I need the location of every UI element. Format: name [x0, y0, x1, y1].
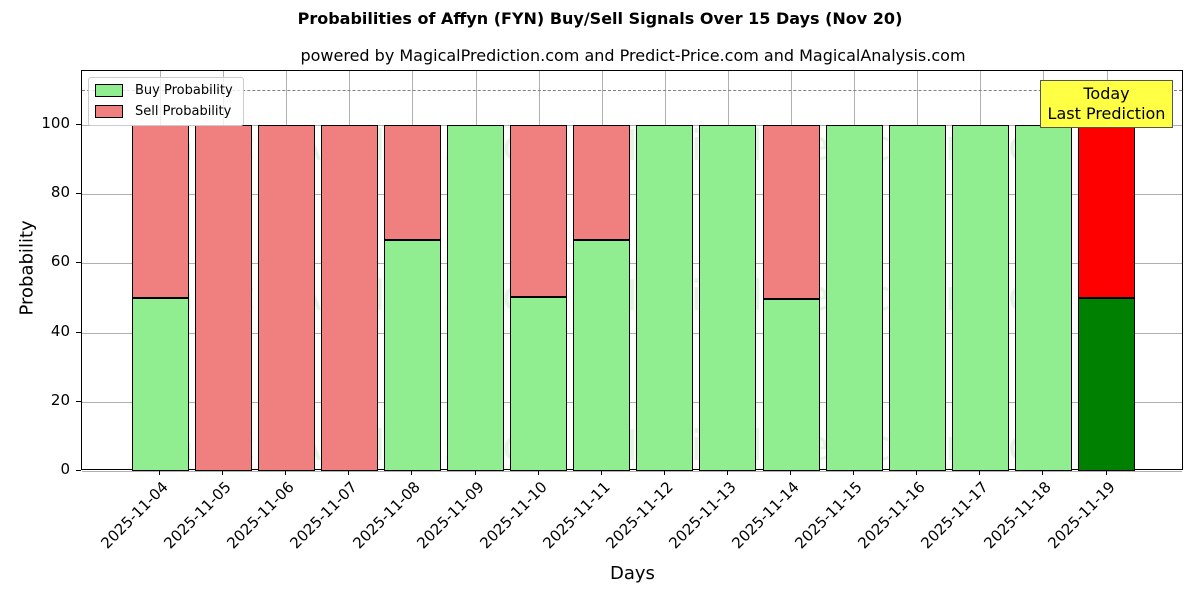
legend-label-sell: Sell Probability	[135, 104, 232, 119]
x-tick-mark	[663, 470, 665, 475]
y-tick-mark	[76, 400, 81, 402]
x-tick-mark	[726, 470, 728, 475]
legend-item-sell: Sell Probability	[95, 104, 231, 119]
bar-buy	[1014, 125, 1072, 471]
chart-subtitle: powered by MagicalPrediction.com and Pre…	[300, 46, 966, 65]
bar-buy	[636, 125, 694, 471]
y-tick-mark	[76, 262, 81, 264]
bar-buy	[888, 125, 946, 471]
x-tick-mark	[916, 470, 918, 475]
x-tick-mark	[979, 470, 981, 475]
y-tick-label: 60	[50, 252, 70, 271]
x-tick-mark	[411, 470, 413, 475]
x-tick-mark	[159, 470, 160, 475]
bar-sell	[257, 125, 315, 471]
bar-sell	[194, 125, 252, 471]
bar-sell	[573, 125, 631, 241]
grid-line-horizontal	[82, 263, 1182, 265]
bar-buy	[762, 299, 820, 471]
x-tick-mark	[348, 470, 350, 475]
chart-title: Probabilities of Affyn (FYN) Buy/Sell Si…	[297, 9, 903, 28]
bar-buy	[131, 298, 189, 471]
grid-line-horizontal	[82, 401, 1182, 403]
y-tick-mark	[76, 331, 81, 333]
x-axis-title: Days	[610, 563, 655, 584]
bar-sell	[383, 125, 441, 241]
x-tick-mark	[790, 470, 791, 475]
y-tick-label: 40	[50, 321, 70, 340]
bar-sell	[762, 125, 820, 300]
x-tick-mark	[1105, 470, 1107, 475]
bar-buy	[510, 296, 568, 471]
annotation-line-2: Last Prediction	[1047, 104, 1166, 123]
y-tick-mark	[76, 124, 81, 125]
y-tick-label: 0	[60, 460, 70, 478]
bar-buy	[951, 125, 1009, 471]
today-annotation: Today Last Prediction	[1040, 80, 1173, 128]
x-tick-mark	[600, 470, 602, 475]
x-tick-mark	[537, 470, 539, 475]
x-tick-mark	[474, 470, 476, 475]
y-axis-title: Probability	[16, 220, 38, 316]
bar-sell	[131, 125, 189, 298]
x-tick-mark	[285, 470, 287, 475]
buy-swatch-icon	[95, 84, 123, 97]
bar-buy	[573, 240, 631, 471]
plot-area: MagicalAnalysis.comMagicalPrediction.com…	[81, 70, 1183, 472]
legend: Buy Probability Sell Probability	[88, 77, 244, 126]
bar-buy	[699, 125, 757, 471]
bar-buy	[1078, 298, 1135, 471]
y-tick-label: 100	[41, 114, 70, 132]
x-tick-mark	[1042, 470, 1044, 475]
sell-swatch-icon	[95, 105, 123, 118]
legend-label-buy: Buy Probability	[135, 83, 233, 98]
y-tick-mark	[76, 470, 81, 471]
legend-item-buy: Buy Probability	[95, 83, 233, 98]
grid-line-horizontal	[82, 471, 1182, 472]
reference-line	[82, 90, 1182, 92]
y-tick-label: 80	[50, 183, 70, 202]
x-tick-mark	[853, 470, 855, 475]
bar-buy	[825, 125, 883, 471]
grid-line-horizontal	[82, 194, 1182, 196]
y-tick-label: 20	[50, 390, 70, 409]
bar-sell	[320, 125, 378, 471]
y-tick-mark	[76, 193, 81, 195]
bar-buy	[447, 125, 504, 471]
grid-line-horizontal	[82, 125, 1182, 126]
x-tick-mark	[222, 470, 224, 475]
bar-sell	[1078, 125, 1135, 298]
grid-line-horizontal	[82, 332, 1182, 334]
annotation-line-1: Today	[1083, 84, 1130, 103]
bar-buy	[383, 240, 441, 471]
bar-sell	[510, 125, 568, 297]
